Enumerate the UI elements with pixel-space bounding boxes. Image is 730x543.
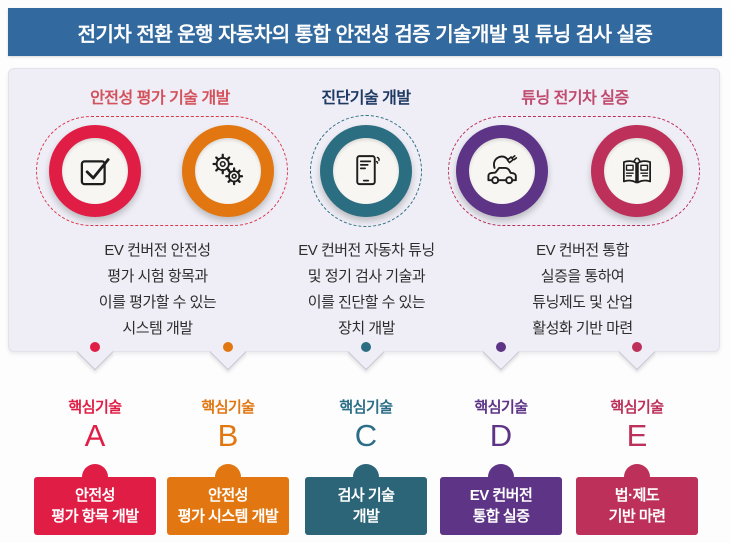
core-tech-letter: E <box>626 418 648 453</box>
group-heading-diagnosis: 진단기술 개발 <box>321 90 411 107</box>
core-tech-label: 핵심기술 <box>68 399 122 416</box>
result-box-line: 안전성 <box>75 487 115 504</box>
result-box-line: 통합 실증 <box>472 508 530 525</box>
tablet-icon <box>356 155 380 186</box>
core-tech-e: 핵심기술 E <box>577 396 697 453</box>
core-tech-b: 핵심기술 B <box>168 396 288 453</box>
description-safety-evaluation: EV 컨버전 안전성 평가 시험 항목과 이를 평가할 수 있는 시스템 개발 <box>55 238 260 342</box>
description-line: 및 정기 검사 기술과 <box>307 268 426 285</box>
description-line: EV 컨버전 안전성 <box>104 242 211 259</box>
circle-inner <box>62 138 128 204</box>
core-tech-label: 핵심기술 <box>610 399 664 416</box>
circle-inner <box>469 138 535 204</box>
open-book-icon <box>623 157 651 184</box>
result-box-line: 안전성 <box>208 487 248 504</box>
core-tech-label: 핵심기술 <box>339 399 393 416</box>
result-box-a: 안전성 평가 항목 개발 <box>34 477 156 535</box>
circle-inner <box>604 138 670 204</box>
circle-regulation-book <box>591 125 683 217</box>
pointer-dot-d <box>496 342 506 352</box>
result-box-line: 검사 기술 <box>337 487 395 504</box>
dashed-outline-group-2 <box>310 115 422 227</box>
description-line: 실증을 통하여 <box>540 268 625 285</box>
result-box-line: 평가 시스템 개발 <box>177 508 279 525</box>
description-line: 이를 평가할 수 있는 <box>98 294 217 311</box>
checkbox-icon <box>80 158 110 186</box>
result-box-b: 안전성 평가 시스템 개발 <box>167 477 289 535</box>
description-line: EV 컨버전 자동차 튜닝 <box>298 242 435 259</box>
result-box-e: 법·제도 기반 마련 <box>576 477 698 535</box>
core-tech-a: 핵심기술 A <box>35 396 155 453</box>
ev-car-icon <box>487 155 518 185</box>
result-box-line: 법·제도 <box>614 487 660 504</box>
gears-icon <box>212 153 244 186</box>
core-tech-label: 핵심기술 <box>201 399 255 416</box>
circle-inner <box>333 138 399 204</box>
core-tech-letter: D <box>489 418 513 453</box>
pointer-dot-c <box>361 342 371 352</box>
core-tech-c: 핵심기술 C <box>306 396 426 453</box>
result-box-line: 개발 <box>352 508 380 525</box>
circle-diagnostic-device <box>320 125 412 217</box>
pointer-dot-a <box>90 342 100 352</box>
pointer-dot-b <box>223 342 233 352</box>
core-tech-letter: C <box>354 418 378 453</box>
description-line: 튜닝제도 및 산업 <box>532 294 633 311</box>
result-box-line: 평가 항목 개발 <box>51 508 139 525</box>
circle-safety-check <box>49 125 141 217</box>
description-line: 장치 개발 <box>338 320 395 337</box>
description-line: 이를 진단할 수 있는 <box>307 294 426 311</box>
core-tech-letter: B <box>217 418 239 453</box>
group-heading-tuning-demo: 튜닝 전기차 실증 <box>521 90 629 107</box>
result-box-line: EV 컨버전 <box>469 487 533 504</box>
description-diagnosis: EV 컨버전 자동차 튜닝 및 정기 검사 기술과 이를 진단할 수 있는 장치… <box>264 238 469 342</box>
circle-system-gears <box>182 125 274 217</box>
result-box-d: EV 컨버전 통합 실증 <box>440 477 562 535</box>
circle-inner <box>195 138 261 204</box>
result-box-c: 검사 기술 개발 <box>305 477 427 535</box>
pointer-dot-e <box>632 342 642 352</box>
group-heading-safety-evaluation: 안전성 평가 기술 개발 <box>90 90 230 107</box>
dashed-outline-group-1 <box>36 116 288 226</box>
circle-ev-car <box>456 125 548 217</box>
description-line: EV 컨버전 통합 <box>536 242 629 259</box>
core-tech-letter: A <box>84 418 106 453</box>
description-tuning-demo: EV 컨버전 통합 실증을 통하여 튜닝제도 및 산업 활성화 기반 마련 <box>480 238 685 342</box>
core-tech-d: 핵심기술 D <box>441 396 561 453</box>
title-banner: 전기차 전환 운행 자동차의 통합 안전성 검증 기술개발 및 튜닝 검사 실증 <box>8 8 722 56</box>
dashed-outline-group-3 <box>448 116 700 226</box>
description-line: 시스템 개발 <box>122 320 193 337</box>
core-tech-label: 핵심기술 <box>474 399 528 416</box>
description-line: 활성화 기반 마련 <box>532 320 633 337</box>
description-line: 평가 시험 항목과 <box>107 268 208 285</box>
result-box-line: 기반 마련 <box>608 508 666 525</box>
page-title: 전기차 전환 운행 자동차의 통합 안전성 검증 기술개발 및 튜닝 검사 실증 <box>77 23 653 46</box>
